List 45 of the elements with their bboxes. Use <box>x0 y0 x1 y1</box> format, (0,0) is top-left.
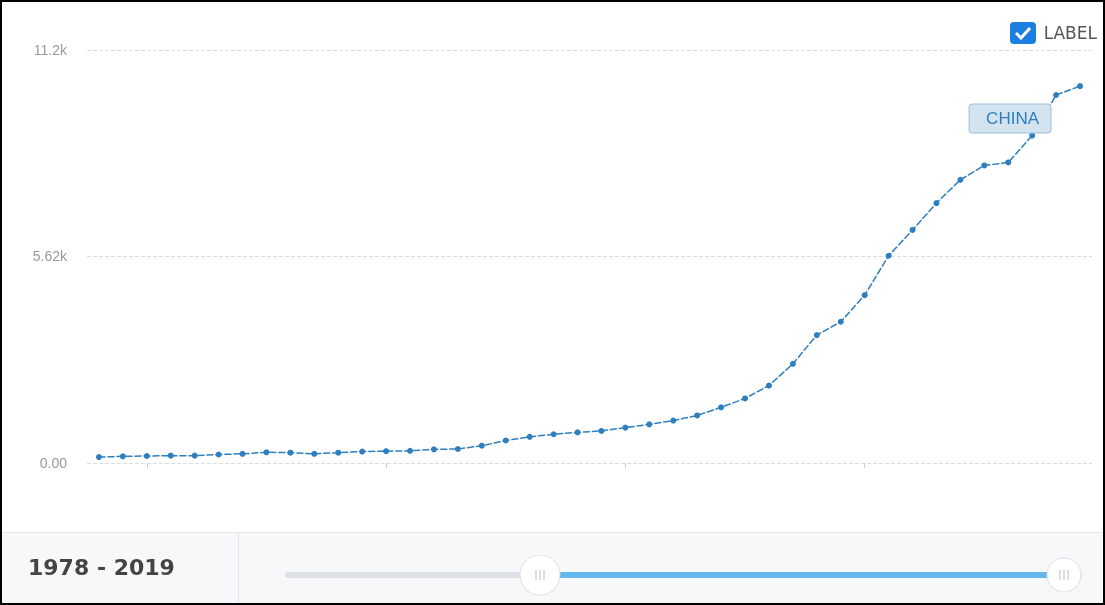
point <box>742 395 749 402</box>
point <box>885 252 892 259</box>
point <box>311 450 318 457</box>
point <box>407 447 414 454</box>
point <box>1077 83 1084 90</box>
y-tick-label: 5.62k <box>32 247 68 264</box>
point <box>813 332 820 339</box>
point <box>837 318 844 325</box>
point <box>765 382 772 389</box>
point <box>526 433 533 440</box>
point <box>143 453 150 459</box>
point <box>191 452 198 459</box>
point <box>95 454 102 461</box>
point <box>454 445 461 452</box>
y-tick-label: 0.00 <box>39 455 68 471</box>
y-tick-label: 11.2k <box>33 42 68 58</box>
text: 1978 - 2019 <box>28 555 175 580</box>
point <box>957 176 964 183</box>
point <box>981 162 988 169</box>
point <box>119 453 126 460</box>
point <box>646 421 653 428</box>
point <box>718 404 725 411</box>
point <box>909 226 916 233</box>
series-label: CHINA <box>986 109 1040 128</box>
point <box>478 442 485 449</box>
point <box>383 448 390 455</box>
point <box>1005 159 1012 166</box>
point <box>598 427 605 434</box>
text: LABEL <box>1043 23 1097 43</box>
point <box>430 446 437 453</box>
point <box>789 360 796 367</box>
point <box>215 451 222 458</box>
point <box>239 450 246 457</box>
point <box>694 412 701 419</box>
point <box>167 452 174 459</box>
point <box>359 448 366 455</box>
point <box>670 417 677 424</box>
point <box>335 449 342 456</box>
point <box>622 424 629 431</box>
point <box>1053 91 1060 98</box>
point <box>550 431 557 438</box>
point <box>861 292 868 299</box>
point <box>574 429 581 436</box>
point <box>287 449 294 456</box>
point <box>933 200 940 207</box>
